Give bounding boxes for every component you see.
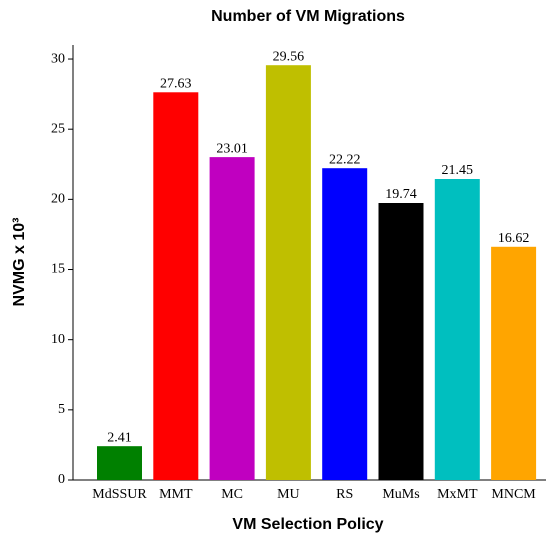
bar: [491, 246, 537, 480]
y-tick-label: 30: [51, 51, 65, 66]
bar: [265, 65, 311, 480]
bar: [153, 92, 199, 481]
x-axis-label: VM Selection Policy: [232, 516, 383, 533]
data-label: 2.41: [107, 430, 132, 445]
x-tick-label: RS: [336, 487, 353, 502]
y-axis-label: NVMG x 10³: [11, 218, 28, 307]
bar: [434, 179, 480, 481]
x-tick-label: MU: [277, 487, 300, 502]
bar: [378, 203, 424, 480]
data-label: 16.62: [498, 231, 530, 246]
data-label: 22.22: [329, 152, 361, 167]
x-tick-label: MC: [221, 487, 243, 502]
x-tick-label: MMT: [159, 487, 193, 502]
x-tick-label: MdSSUR: [92, 487, 147, 502]
data-label: 23.01: [216, 141, 248, 156]
data-label: 27.63: [160, 77, 192, 92]
x-tick-label: MxMT: [437, 487, 478, 502]
data-label: 29.56: [273, 49, 305, 64]
chart-title: Number of VM Migrations: [211, 8, 405, 25]
y-tick-label: 5: [58, 402, 65, 417]
y-tick-label: 10: [51, 332, 65, 347]
x-tick-label: MuMs: [382, 487, 419, 502]
y-tick-label: 20: [51, 192, 65, 207]
y-tick-label: 25: [51, 121, 65, 136]
data-label: 19.74: [385, 187, 417, 202]
y-tick-label: 0: [58, 472, 65, 487]
bar: [209, 157, 255, 480]
x-tick-label: MNCM: [491, 487, 536, 502]
bar: [322, 168, 368, 480]
bar: [97, 446, 142, 480]
y-tick-label: 15: [51, 262, 65, 277]
data-label: 21.45: [442, 163, 474, 178]
